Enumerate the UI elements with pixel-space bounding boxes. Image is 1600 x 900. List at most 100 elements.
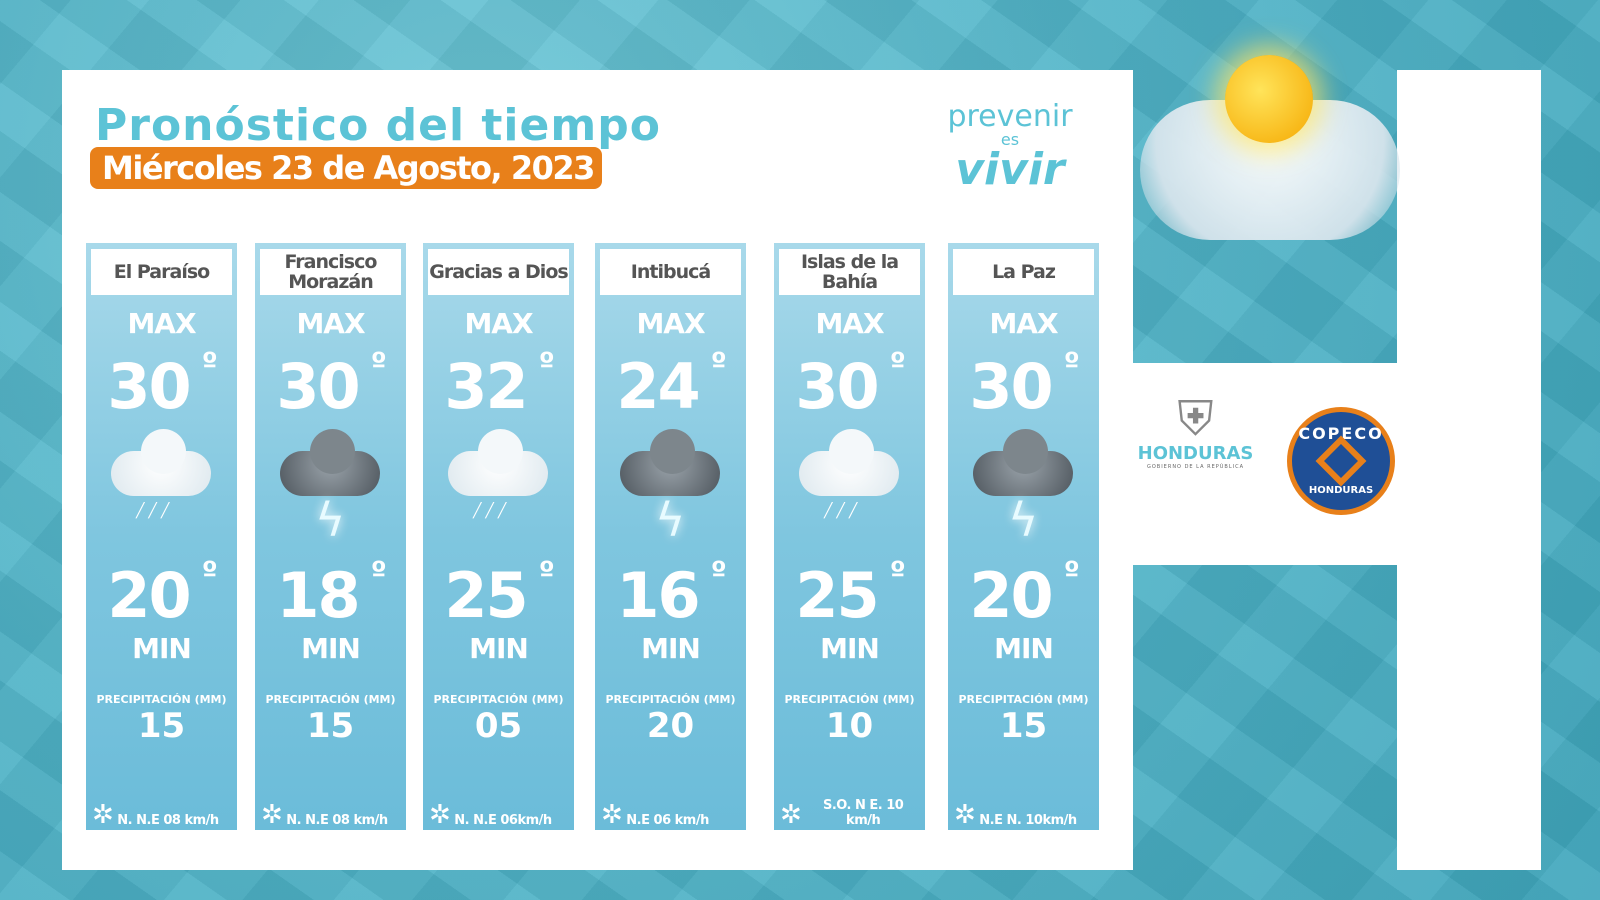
- degree-sign: º: [889, 346, 906, 379]
- min-temp: 20 º: [969, 555, 1079, 632]
- wind-text: S.O. N E. 10 km/h: [822, 798, 904, 828]
- min-label: MIN: [301, 632, 361, 665]
- pinwheel-icon: ✲: [954, 800, 976, 830]
- min-value: 20: [969, 559, 1053, 632]
- min-label: MIN: [469, 632, 529, 665]
- min-label: MIN: [820, 632, 880, 665]
- min-temp: 16 º: [616, 555, 726, 632]
- max-value: 24: [616, 350, 700, 423]
- min-temp: 20 º: [107, 555, 217, 632]
- slogan-line2: es: [1000, 130, 1020, 149]
- wind-info: ✲ N.E N. 10km/h: [954, 802, 1095, 828]
- max-temp: 30 º: [795, 346, 905, 423]
- degree-sign: º: [370, 346, 387, 379]
- max-value: 32: [444, 350, 528, 423]
- precip-label: PRECIPITACIÓN (MM): [433, 693, 564, 706]
- slogan-logo: prevenir es vivir: [935, 102, 1085, 192]
- wind-text: N. N.E 08 km/h: [117, 813, 219, 828]
- department-name: El Paraíso: [91, 249, 232, 295]
- min-temp: 18 º: [276, 555, 386, 632]
- wind-info: ✲ N. N.E 06km/h: [429, 802, 570, 828]
- precip-value: 05: [474, 706, 523, 746]
- max-value: 30: [969, 350, 1053, 423]
- pinwheel-icon: ✲: [429, 800, 451, 830]
- max-temp: 24 º: [616, 346, 726, 423]
- precip-label: PRECIPITACIÓN (MM): [958, 693, 1089, 706]
- wind-info: ✲ N. N.E 08 km/h: [92, 802, 233, 828]
- rain-cloud-icon: ╱╱╱: [774, 429, 925, 551]
- forecast-card: Gracias a Dios MAX 32 º ╱╱╱ 25 º MIN PRECI…: [423, 243, 574, 830]
- coat-of-arms-icon: ⛨: [1177, 391, 1214, 447]
- date-badge: Miércoles 23 de Agosto, 2023: [90, 147, 602, 189]
- department-name: Islas de la Bahía: [779, 249, 920, 295]
- precip-value: 10: [825, 706, 874, 746]
- max-label: MAX: [989, 307, 1058, 340]
- max-value: 30: [795, 350, 879, 423]
- degree-sign: º: [538, 555, 555, 588]
- department-name: Francisco Morazán: [260, 249, 401, 295]
- degree-sign: º: [710, 555, 727, 588]
- degree-sign: º: [201, 346, 218, 379]
- thunderstorm-icon: ϟ: [255, 429, 406, 551]
- wind-text: N.E 06 km/h: [626, 813, 709, 828]
- wind-text: N. N.E 06km/h: [454, 813, 552, 828]
- degree-sign: º: [710, 346, 727, 379]
- page-title: Pronóstico del tiempo: [95, 100, 661, 151]
- degree-sign: º: [1063, 346, 1080, 379]
- forecast-card: El Paraíso MAX 30 º ╱╱╱ 20 º MIN PRECIPITA…: [86, 243, 237, 830]
- max-label: MAX: [636, 307, 705, 340]
- max-temp: 30 º: [969, 346, 1079, 423]
- max-temp: 30 º: [276, 346, 386, 423]
- precip-value: 15: [137, 706, 186, 746]
- honduras-name: HONDURAS: [1137, 443, 1254, 464]
- degree-sign: º: [370, 555, 387, 588]
- wind-text: N.E N. 10km/h: [979, 813, 1077, 828]
- copeco-logo: COPECO HONDURAS: [1287, 407, 1395, 515]
- wind-info: ✲ N. N.E 08 km/h: [261, 802, 402, 828]
- honduras-subtitle: GOBIERNO DE LA REPÚBLICA: [1146, 464, 1245, 470]
- min-label: MIN: [132, 632, 192, 665]
- pinwheel-icon: ✲: [780, 800, 802, 830]
- max-label: MAX: [127, 307, 196, 340]
- honduras-logo: ⛨ HONDURAS GOBIERNO DE LA REPÚBLICA: [1133, 395, 1258, 470]
- min-value: 16: [616, 559, 700, 632]
- precip-value: 15: [306, 706, 355, 746]
- copeco-bottom: HONDURAS: [1308, 485, 1374, 496]
- copeco-top: COPECO: [1298, 424, 1384, 443]
- degree-sign: º: [889, 555, 906, 588]
- max-label: MAX: [815, 307, 884, 340]
- right-strip: [1397, 70, 1541, 870]
- min-temp: 25 º: [444, 555, 554, 632]
- thunderstorm-icon: ϟ: [595, 429, 746, 551]
- degree-sign: º: [201, 555, 218, 588]
- wind-info: ✲ N.E 06 km/h: [601, 802, 742, 828]
- wind-text: N. N.E 08 km/h: [286, 813, 388, 828]
- min-value: 20: [107, 559, 191, 632]
- max-temp: 32 º: [444, 346, 554, 423]
- department-name: Gracias a Dios: [428, 249, 569, 295]
- max-value: 30: [107, 350, 191, 423]
- diamond-icon: [1315, 435, 1367, 487]
- pinwheel-icon: ✲: [261, 800, 283, 830]
- rain-cloud-icon: ╱╱╱: [86, 429, 237, 551]
- precip-label: PRECIPITACIÓN (MM): [605, 693, 736, 706]
- precip-label: PRECIPITACIÓN (MM): [96, 693, 227, 706]
- precip-value: 20: [646, 706, 695, 746]
- thunderstorm-icon: ϟ: [948, 429, 1099, 551]
- forecast-card: Francisco Morazán MAX 30 º ϟ 18 º MIN PREC…: [255, 243, 406, 830]
- forecast-card: Islas de la Bahía MAX 30 º ╱╱╱ 25 º MIN PR…: [774, 243, 925, 830]
- precip-value: 15: [999, 706, 1048, 746]
- precip-label: PRECIPITACIÓN (MM): [265, 693, 396, 706]
- min-value: 18: [276, 559, 360, 632]
- department-name: Intibucá: [600, 249, 741, 295]
- sun-icon: [1225, 55, 1313, 143]
- rain-cloud-icon: ╱╱╱: [423, 429, 574, 551]
- slogan-line1: prevenir: [947, 99, 1073, 134]
- department-name: La Paz: [953, 249, 1094, 295]
- min-temp: 25 º: [795, 555, 905, 632]
- max-label: MAX: [464, 307, 533, 340]
- min-value: 25: [795, 559, 879, 632]
- degree-sign: º: [1063, 555, 1080, 588]
- forecast-card: La Paz MAX 30 º ϟ 20 º MIN PRECIPITACIÓN (…: [948, 243, 1099, 830]
- max-value: 30: [276, 350, 360, 423]
